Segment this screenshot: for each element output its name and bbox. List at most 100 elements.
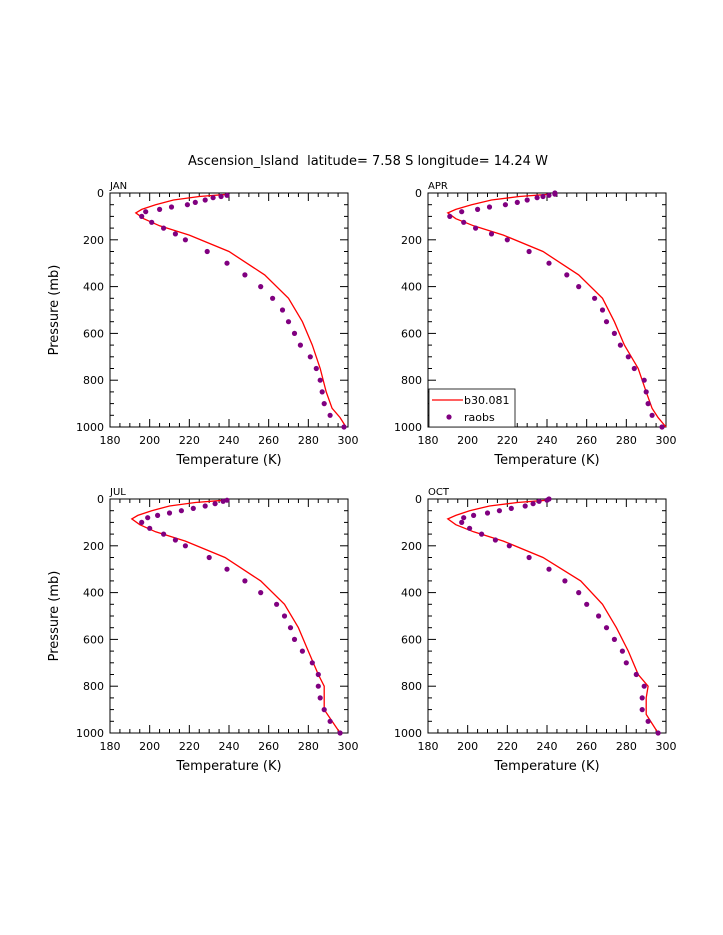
x-tick-label: 180 bbox=[100, 740, 121, 753]
obs-point bbox=[641, 377, 647, 383]
obs-point bbox=[461, 515, 467, 521]
obs-point bbox=[484, 510, 491, 516]
obs-point bbox=[645, 401, 651, 407]
obs-point bbox=[307, 354, 313, 360]
obs-point bbox=[633, 671, 639, 678]
obs-point bbox=[139, 213, 145, 219]
obs-point bbox=[327, 412, 333, 418]
y-tick-label: 200 bbox=[83, 234, 104, 247]
obs-point bbox=[599, 307, 606, 313]
obs-point bbox=[459, 209, 465, 215]
x-axis-label: Temperature (K) bbox=[493, 759, 599, 774]
x-tick-label: 280 bbox=[616, 434, 637, 447]
obs-point bbox=[659, 424, 665, 430]
obs-point bbox=[496, 508, 502, 514]
x-tick-label: 280 bbox=[616, 740, 637, 753]
y-tick-label: 600 bbox=[401, 327, 422, 340]
x-tick-label: 260 bbox=[576, 434, 597, 447]
obs-point bbox=[341, 424, 347, 430]
obs-point bbox=[603, 625, 610, 631]
panel-label: JUL bbox=[109, 487, 126, 498]
obs-point bbox=[178, 508, 184, 514]
y-tick-label: 600 bbox=[83, 633, 104, 646]
obs-point bbox=[281, 613, 288, 619]
obs-point bbox=[291, 330, 298, 336]
obs-point bbox=[544, 497, 550, 503]
model-series-line bbox=[446, 499, 659, 734]
obs-point bbox=[172, 231, 178, 237]
obs-point bbox=[576, 590, 582, 596]
obs-point bbox=[161, 531, 167, 537]
y-tick-label: 0 bbox=[415, 187, 422, 200]
obs-point bbox=[536, 498, 542, 504]
x-tick-label: 220 bbox=[179, 434, 200, 447]
obs-point bbox=[617, 342, 624, 348]
panel-oct: OCT 180 200 220 240 260 280 300 0 200 400 600 800 100… bbox=[394, 487, 677, 774]
panel-label: JAN bbox=[109, 181, 127, 192]
y-tick-label: 1000 bbox=[394, 421, 422, 434]
x-tick-label: 220 bbox=[179, 740, 200, 753]
obs-point bbox=[473, 225, 479, 231]
y-tick-label: 0 bbox=[97, 187, 104, 200]
x-tick-label: 300 bbox=[338, 434, 359, 447]
obs-point bbox=[584, 601, 590, 607]
obs-point bbox=[524, 197, 530, 203]
obs-point bbox=[508, 505, 514, 511]
obs-point bbox=[168, 204, 175, 210]
obs-point bbox=[641, 683, 647, 689]
obs-point bbox=[204, 248, 210, 255]
obs-point bbox=[488, 231, 495, 237]
plot-frame bbox=[427, 498, 667, 734]
x-tick-label: 200 bbox=[139, 434, 160, 447]
obs-point bbox=[631, 365, 637, 372]
obs-point bbox=[285, 319, 292, 325]
x-axis-label: Temperature (K) bbox=[493, 453, 599, 468]
obs-point bbox=[546, 260, 552, 266]
legend-entry-label: b30.081 bbox=[464, 394, 509, 407]
obs-point bbox=[287, 625, 294, 631]
obs-point bbox=[242, 272, 248, 278]
obs-point bbox=[172, 537, 178, 543]
obs-point bbox=[540, 193, 546, 200]
x-tick-label: 280 bbox=[298, 740, 319, 753]
obs-point bbox=[315, 683, 321, 689]
obs-point bbox=[220, 498, 226, 504]
x-tick-label: 240 bbox=[537, 740, 558, 753]
obs-point bbox=[576, 284, 582, 290]
obs-point bbox=[321, 707, 327, 713]
y-tick-label: 0 bbox=[415, 493, 422, 506]
obs-point bbox=[486, 204, 493, 210]
y-axis-label: Pressure (mb) bbox=[47, 265, 62, 356]
obs-point bbox=[190, 505, 196, 511]
obs-point bbox=[315, 671, 321, 678]
obs-point bbox=[157, 206, 163, 212]
x-tick-label: 220 bbox=[497, 740, 518, 753]
obs-point bbox=[224, 260, 230, 266]
x-tick-label: 220 bbox=[497, 434, 518, 447]
obs-point bbox=[471, 512, 477, 519]
obs-point bbox=[224, 192, 230, 198]
obs-point bbox=[274, 601, 280, 607]
obs-point bbox=[564, 272, 570, 278]
obs-point bbox=[649, 412, 655, 418]
x-axis-label: Temperature (K) bbox=[175, 453, 281, 468]
obs-point bbox=[504, 237, 510, 243]
y-tick-label: 600 bbox=[83, 327, 104, 340]
obs-point bbox=[619, 648, 626, 654]
y-tick-label: 200 bbox=[401, 234, 422, 247]
panel-label: OCT bbox=[428, 487, 450, 498]
obs-point bbox=[317, 695, 323, 701]
y-tick-label: 400 bbox=[401, 281, 422, 294]
y-tick-label: 800 bbox=[401, 374, 422, 387]
obs-point bbox=[337, 730, 343, 736]
x-tick-label: 240 bbox=[219, 740, 240, 753]
obs-point bbox=[611, 636, 618, 643]
obs-point bbox=[327, 718, 333, 724]
x-tick-label: 260 bbox=[258, 434, 279, 447]
obs-point bbox=[534, 195, 540, 201]
x-tick-label: 180 bbox=[418, 740, 439, 753]
obs-point bbox=[514, 199, 520, 205]
obs-point bbox=[210, 195, 216, 201]
obs-point bbox=[625, 354, 631, 360]
